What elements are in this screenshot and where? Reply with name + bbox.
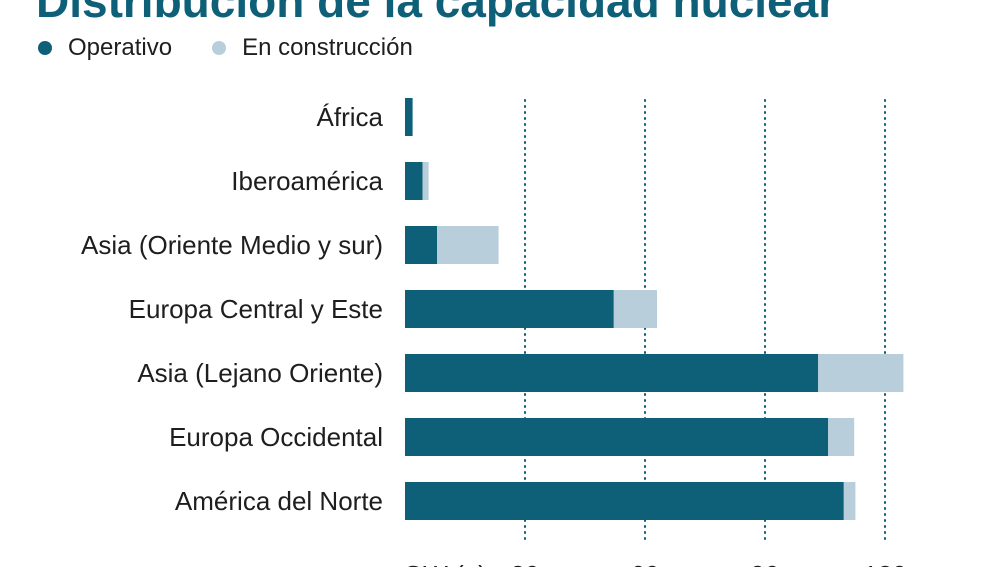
bar-en-construccion-3: [613, 290, 657, 328]
category-label-1: Iberoamérica: [231, 166, 383, 196]
legend-item-operativo: Operativo: [38, 34, 172, 62]
tick-label-90: 90: [751, 560, 780, 567]
bar-en-construccion-6: [843, 482, 856, 520]
bar-operativo-3: [405, 290, 614, 328]
legend-item-en-construccion: En construcción: [212, 34, 413, 62]
category-label-4: Asia (Lejano Oriente): [137, 358, 383, 388]
legend-label-en-construccion: En construcción: [242, 34, 413, 61]
category-label-0: África: [317, 102, 384, 132]
bar-operativo-4: [405, 354, 819, 392]
category-label-3: Europa Central y Este: [129, 294, 383, 324]
tick-label-60: 60: [631, 560, 660, 567]
bar-operativo-1: [405, 162, 423, 200]
tick-label-120: 120: [863, 560, 906, 567]
bar-operativo-2: [405, 226, 437, 264]
legend-swatch-en-construccion: [212, 41, 227, 55]
legend-swatch-operativo: [38, 41, 52, 55]
bar-en-construccion-1: [422, 162, 429, 200]
category-label-6: América del Norte: [175, 486, 383, 516]
tick-label-30: 30: [511, 560, 540, 567]
axis-unit-label: GW (e): [403, 560, 487, 567]
bar-en-construccion-2: [437, 226, 499, 264]
legend-label-operativo: Operativo: [68, 34, 173, 61]
bar-en-construccion-4: [818, 354, 904, 392]
category-label-5: Europa Occidental: [169, 422, 383, 452]
bar-operativo-6: [405, 482, 844, 520]
category-label-2: Asia (Oriente Medio y sur): [81, 230, 383, 260]
chart-title: Distribución de la capacidad nuclear: [36, 0, 837, 27]
bar-operativo-5: [405, 418, 829, 456]
legend: Operativo En construcción: [38, 34, 413, 62]
bar-en-construccion-5: [828, 418, 855, 456]
bar-operativo-0: [405, 98, 413, 136]
